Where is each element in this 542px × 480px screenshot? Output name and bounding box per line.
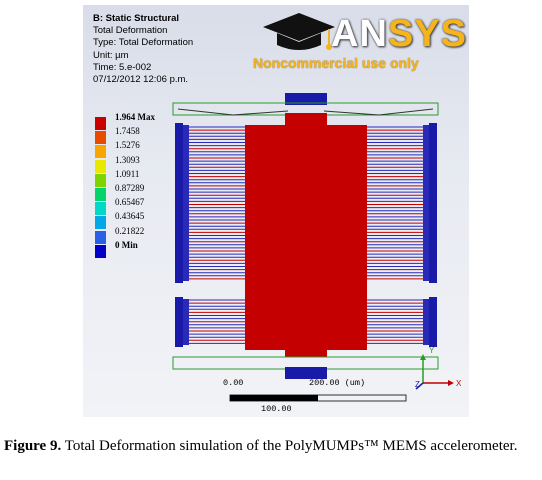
- ansys-wordmark-main: AN: [331, 13, 388, 55]
- legend-swatch: [95, 159, 106, 173]
- comb-fingers: [189, 126, 423, 344]
- analysis-title: B: Static Structural: [93, 13, 180, 24]
- accelerometer-model: [172, 93, 454, 402]
- axis-x-label: X: [456, 379, 462, 388]
- legend-swatch: [95, 117, 106, 130]
- result-info: B: Static Structural Total Deformation T…: [93, 13, 193, 86]
- left-anchor-lower-inner: [183, 299, 189, 345]
- scale-mid-label: 100.00: [261, 404, 292, 414]
- ansys-wordmark-accent: SYS: [387, 13, 467, 55]
- ansys-wordmark: ANSYS: [331, 13, 467, 56]
- top-spring: [177, 108, 289, 116]
- legend-swatch: [95, 188, 106, 201]
- license-notice: Noncommercial use only: [253, 55, 419, 71]
- axis-z-label: Z: [415, 380, 420, 389]
- right-anchor-lower: [429, 297, 437, 347]
- right-anchor-lower-inner: [423, 299, 429, 345]
- legend-label: 1.964 Max: [115, 112, 155, 122]
- upper-mass-neck: [285, 113, 327, 127]
- scale-left-label: 0.00: [223, 378, 244, 388]
- left-anchor-upper-inner: [183, 125, 189, 281]
- scale-right-label: 200.00 (um): [309, 378, 366, 388]
- legend-label: 0.21822: [115, 225, 145, 236]
- result-date: 07/12/2012 12:06 p.m.: [93, 74, 189, 86]
- legend-swatch: [95, 145, 106, 159]
- ansys-viewport: B: Static Structural Total Deformation T…: [83, 5, 469, 417]
- left-anchor-upper: [175, 123, 183, 283]
- lower-mass-neck: [285, 347, 327, 357]
- legend-label: 0.87289: [115, 183, 145, 193]
- legend-label: 1.3093: [115, 154, 140, 165]
- figure-caption: Figure 9. Total Deformation simulation o…: [4, 437, 538, 456]
- axis-y-label: Y: [429, 346, 435, 355]
- legend-label: 1.0911: [115, 168, 140, 179]
- result-time: Time: 5.e-002: [93, 61, 152, 73]
- legend-swatch: [95, 202, 106, 216]
- legend-swatch: [95, 230, 106, 244]
- legend-swatch: [95, 173, 106, 187]
- result-name: Total Deformation: [93, 25, 168, 37]
- color-legend: 1.964 Max 1.7458 1.5276 1.3093 1.0911 0.87289…: [95, 112, 175, 267]
- result-unit: Unit: µm: [93, 49, 129, 61]
- left-anchor-lower: [175, 297, 183, 347]
- scale-bar: [229, 394, 407, 402]
- legend-swatch: [95, 244, 106, 258]
- legend-label: 0.65467: [115, 197, 145, 208]
- legend-label: 1.5276: [115, 140, 140, 151]
- legend-label: 0 Min: [115, 239, 138, 250]
- top-anchor: [285, 93, 327, 105]
- right-anchor-upper: [429, 123, 437, 283]
- legend-swatch: [95, 216, 106, 230]
- bottom-anchor: [285, 367, 327, 379]
- right-anchor-upper-inner: [423, 125, 429, 281]
- legend-label: 0.43645: [115, 211, 145, 222]
- figure-label: Figure 9.: [4, 438, 62, 454]
- caption-text: Total Deformation simulation of the Poly…: [61, 438, 518, 454]
- ansys-logo: ANSYS Noncommercial use only: [253, 9, 466, 77]
- graduation-cap-icon: [263, 13, 335, 50]
- legend-label: 1.7458: [115, 126, 140, 137]
- legend-swatch: [95, 131, 106, 145]
- scale-labels: 0.00 200.00 (um) 100.00: [213, 378, 413, 417]
- axis-triad: [415, 354, 454, 390]
- result-type: Type: Total Deformation: [93, 37, 194, 49]
- proof-mass: [245, 125, 367, 350]
- top-spring-right: [323, 108, 434, 116]
